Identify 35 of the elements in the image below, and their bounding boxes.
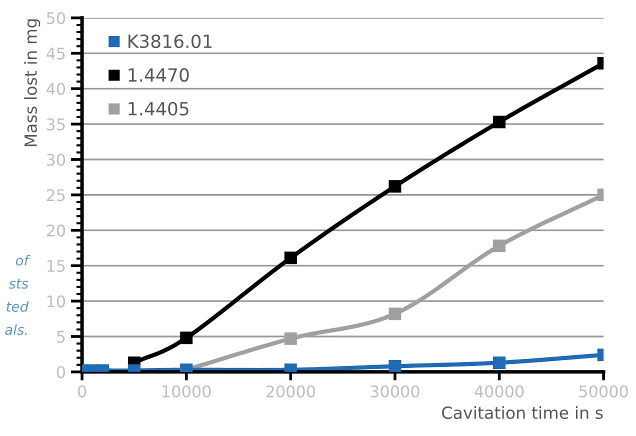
text: als. <box>5 324 27 335</box>
legend-label: 1.4470 <box>128 68 189 82</box>
point <box>180 332 193 344</box>
x-tick-label: 50000 <box>579 385 628 398</box>
text: sts <box>8 278 28 289</box>
point <box>493 240 506 252</box>
x-tick-label: 30000 <box>370 385 420 398</box>
y-tick-label: 10 <box>48 295 66 308</box>
y-tick-label: 30 <box>46 154 66 166</box>
x-tick-label: 0 <box>78 385 86 398</box>
point <box>493 356 506 369</box>
legend-label: K3816.01 <box>128 34 212 48</box>
point <box>388 360 402 372</box>
x-tick-label: 10000 <box>162 385 211 398</box>
y-tick-label: 40 <box>46 82 66 95</box>
point <box>284 332 297 345</box>
y-tick-label: 0 <box>56 366 66 378</box>
point <box>388 308 402 320</box>
x-tick-label: 20000 <box>266 385 315 398</box>
x-axis-title: Cavitation time in s <box>442 406 603 420</box>
y-tick-label: 45 <box>46 48 65 60</box>
text: ted <box>6 301 29 312</box>
y-tick-label: 15 <box>48 260 65 272</box>
point <box>284 252 297 264</box>
point <box>493 116 506 128</box>
legend-label: 1.4405 <box>128 102 188 116</box>
y-tick-label: 35 <box>46 118 65 130</box>
y-tick-label: 50 <box>46 12 66 24</box>
y-tick-label: 20 <box>46 224 66 237</box>
x-tick-label: 40000 <box>474 385 524 398</box>
y-tick-label: 25 <box>46 189 65 202</box>
y-tick-label: 5 <box>57 330 65 343</box>
point <box>388 180 402 193</box>
text: of <box>16 254 30 266</box>
y-axis-title: Mass lost in mg <box>24 19 40 146</box>
